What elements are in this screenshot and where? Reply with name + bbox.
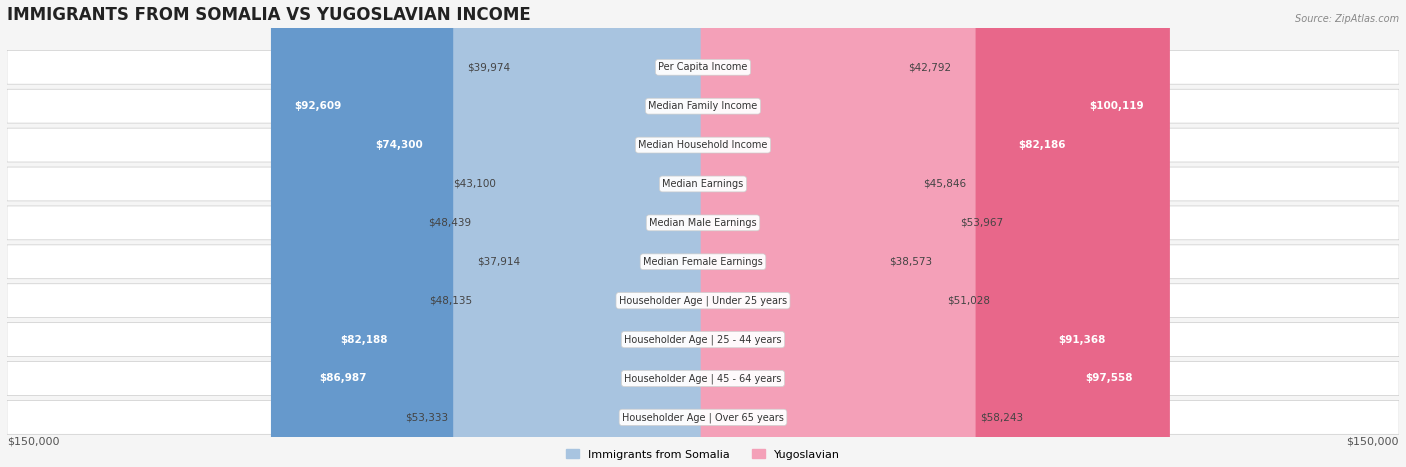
FancyBboxPatch shape <box>700 0 976 467</box>
Text: $92,609: $92,609 <box>295 101 342 111</box>
FancyBboxPatch shape <box>7 50 1399 84</box>
FancyBboxPatch shape <box>7 206 1399 240</box>
FancyBboxPatch shape <box>700 0 884 467</box>
FancyBboxPatch shape <box>700 0 1129 467</box>
Text: Median Earnings: Median Earnings <box>662 179 744 189</box>
FancyBboxPatch shape <box>7 245 1399 279</box>
FancyBboxPatch shape <box>7 323 1399 356</box>
FancyBboxPatch shape <box>515 0 706 467</box>
Text: $53,333: $53,333 <box>405 412 449 422</box>
Text: $51,028: $51,028 <box>946 296 990 306</box>
FancyBboxPatch shape <box>356 0 706 467</box>
FancyBboxPatch shape <box>700 0 904 467</box>
Text: $100,119: $100,119 <box>1090 101 1144 111</box>
FancyBboxPatch shape <box>7 361 1399 396</box>
Text: Householder Age | Over 65 years: Householder Age | Over 65 years <box>621 412 785 423</box>
Legend: Immigrants from Somalia, Yugoslavian: Immigrants from Somalia, Yugoslavian <box>561 445 845 464</box>
Text: Median Family Income: Median Family Income <box>648 101 758 111</box>
Text: Median Household Income: Median Household Income <box>638 140 768 150</box>
FancyBboxPatch shape <box>453 0 706 467</box>
FancyBboxPatch shape <box>7 401 1399 434</box>
Text: Householder Age | 45 - 64 years: Householder Age | 45 - 64 years <box>624 373 782 384</box>
Text: Per Capita Income: Per Capita Income <box>658 62 748 72</box>
Text: $82,186: $82,186 <box>1018 140 1066 150</box>
FancyBboxPatch shape <box>297 0 706 467</box>
Text: $45,846: $45,846 <box>922 179 966 189</box>
Text: Median Male Earnings: Median Male Earnings <box>650 218 756 228</box>
FancyBboxPatch shape <box>7 89 1399 123</box>
Text: $38,573: $38,573 <box>889 257 932 267</box>
FancyBboxPatch shape <box>700 0 942 467</box>
Text: $82,188: $82,188 <box>340 334 388 345</box>
FancyBboxPatch shape <box>524 0 706 467</box>
FancyBboxPatch shape <box>700 0 1159 467</box>
FancyBboxPatch shape <box>7 284 1399 318</box>
FancyBboxPatch shape <box>477 0 706 467</box>
FancyBboxPatch shape <box>700 0 1087 467</box>
Text: $86,987: $86,987 <box>319 374 367 383</box>
Text: $53,967: $53,967 <box>960 218 1004 228</box>
FancyBboxPatch shape <box>7 167 1399 201</box>
Text: Householder Age | Under 25 years: Householder Age | Under 25 years <box>619 296 787 306</box>
FancyBboxPatch shape <box>700 0 1170 467</box>
Text: $43,100: $43,100 <box>453 179 496 189</box>
Text: $74,300: $74,300 <box>375 140 423 150</box>
FancyBboxPatch shape <box>501 0 706 467</box>
FancyBboxPatch shape <box>475 0 706 467</box>
FancyBboxPatch shape <box>7 128 1399 162</box>
Text: $48,439: $48,439 <box>429 218 471 228</box>
FancyBboxPatch shape <box>319 0 706 467</box>
Text: Source: ZipAtlas.com: Source: ZipAtlas.com <box>1295 14 1399 24</box>
Text: Median Female Earnings: Median Female Earnings <box>643 257 763 267</box>
Text: $91,368: $91,368 <box>1059 334 1105 345</box>
Text: IMMIGRANTS FROM SOMALIA VS YUGOSLAVIAN INCOME: IMMIGRANTS FROM SOMALIA VS YUGOSLAVIAN I… <box>7 7 530 24</box>
FancyBboxPatch shape <box>271 0 706 467</box>
Text: $150,000: $150,000 <box>1347 437 1399 447</box>
FancyBboxPatch shape <box>700 0 918 467</box>
Text: $39,974: $39,974 <box>467 62 510 72</box>
Text: $48,135: $48,135 <box>430 296 472 306</box>
Text: $37,914: $37,914 <box>477 257 520 267</box>
FancyBboxPatch shape <box>700 0 956 467</box>
Text: $97,558: $97,558 <box>1085 374 1133 383</box>
Text: $150,000: $150,000 <box>7 437 59 447</box>
Text: $58,243: $58,243 <box>980 412 1024 422</box>
Text: $42,792: $42,792 <box>908 62 952 72</box>
Text: Householder Age | 25 - 44 years: Householder Age | 25 - 44 years <box>624 334 782 345</box>
